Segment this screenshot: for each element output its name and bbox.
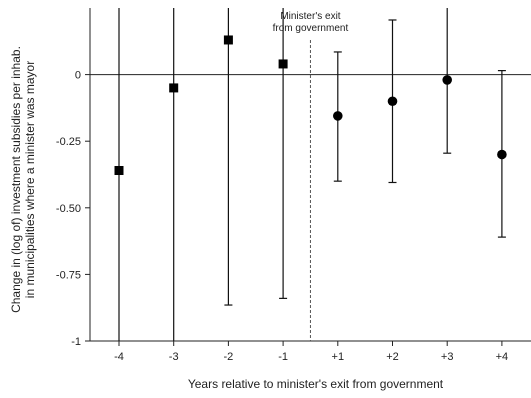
x-tick-label: +2: [386, 351, 399, 363]
event-annotation-line-1: Minister's exit: [280, 11, 340, 22]
x-tick-label: +1: [332, 351, 345, 363]
data-point-square: [223, 35, 233, 45]
y-tick-label: -0.75: [56, 269, 81, 281]
event-annotation-line-2: from government: [273, 23, 349, 34]
data-point-circle: [442, 75, 453, 85]
axes: 0 -0.25 -0.50 -0.75 -1 -4 -3 -2 -1 +1 +2 +3 +4: [56, 8, 531, 363]
x-tick-label: -1: [278, 351, 288, 363]
y-tick-label: -1: [71, 336, 81, 348]
data-point-circle: [333, 111, 343, 121]
x-tick-label: +4: [496, 351, 509, 363]
y-axis-title-line-2: in municipalities where a minister was m…: [23, 61, 37, 298]
y-tick-label: -0.25: [56, 136, 81, 148]
data-point-square: [114, 166, 124, 176]
labels: Years relative to minister's exit from g…: [9, 11, 444, 391]
y-tick-label: -0.50: [56, 203, 81, 215]
x-tick-label: -3: [169, 351, 179, 363]
x-axis-title: Years relative to minister's exit from g…: [188, 377, 444, 391]
data-point-circle: [387, 96, 398, 107]
data-point-square: [278, 59, 288, 69]
data-point-circle: [497, 149, 507, 160]
data-point-square: [169, 83, 179, 93]
reference-lines: [90, 40, 531, 341]
data-marks: [114, 8, 507, 341]
x-tick-label: -4: [114, 351, 124, 363]
y-axis-title-line-1: Change in (log of) investment subsidies …: [9, 46, 23, 313]
y-tick-label: 0: [75, 70, 81, 82]
x-tick-label: +3: [441, 351, 454, 363]
x-tick-label: -2: [224, 351, 234, 363]
